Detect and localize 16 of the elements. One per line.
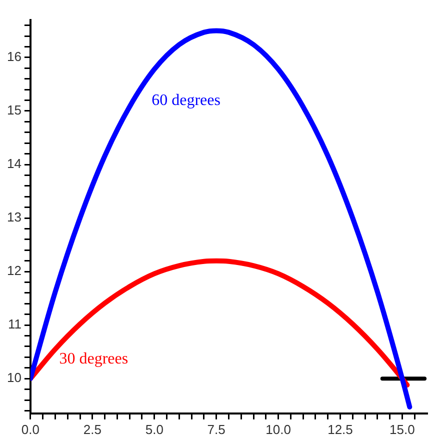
y-tick-label: 12	[6, 263, 22, 278]
x-tick-label: 5.0	[145, 422, 164, 437]
y-tick-label: 16	[6, 49, 22, 64]
x-tick-label: 15.0	[390, 422, 415, 437]
series-label: 30 degrees	[59, 350, 128, 368]
y-tick-label: 15	[6, 102, 22, 118]
y-tick-label: 13	[6, 210, 22, 225]
x-tick-label: 0.0	[21, 422, 40, 437]
y-tick-label: 14	[6, 156, 22, 172]
y-tick-label: 11	[8, 316, 22, 332]
x-tick-label: 10.0	[266, 422, 291, 437]
series-label: 60 degrees	[152, 92, 220, 109]
x-tick-label: 7.5	[207, 422, 226, 437]
x-tick-label: 12.5	[328, 422, 353, 437]
x-tick-label: 2.5	[83, 422, 102, 437]
y-tick-label: 10	[6, 370, 22, 386]
